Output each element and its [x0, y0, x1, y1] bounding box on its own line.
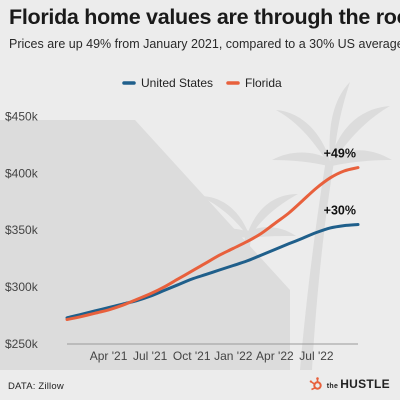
x-tick-label: Jan '22 [214, 349, 253, 363]
y-tick-label: $400k [5, 166, 39, 180]
background-decoration [0, 82, 392, 370]
series-line-florida [65, 166, 360, 321]
chart-title: Florida home values are through the roof [9, 5, 400, 29]
hubspot-sprocket-icon [309, 377, 322, 391]
brand-name: the HUSTLE [327, 377, 390, 391]
legend-item-united-states: United States [122, 76, 213, 90]
legend-item-florida: Florida [226, 76, 282, 90]
x-tick-label: Oct '21 [173, 349, 211, 363]
y-tick-label: $350k [5, 223, 39, 237]
y-tick-label: $300k [5, 280, 39, 294]
legend-label: Florida [245, 76, 282, 90]
x-tick-label: Apr '22 [256, 349, 294, 363]
y-tick-label: $450k [5, 109, 39, 123]
series-lines [65, 166, 360, 321]
brand-wordmark: HUSTLE [340, 377, 390, 391]
brand-prefix: the [326, 383, 339, 390]
palm-tree-icon [200, 82, 392, 370]
chart-subtitle: Prices are up 49% from January 2021, com… [9, 37, 400, 51]
data-source: DATA: Zillow [8, 381, 64, 392]
end-label-florida: +49% [324, 147, 356, 161]
legend-label: United States [141, 76, 213, 90]
x-tick-label: Jul '22 [299, 349, 334, 363]
x-tick-label: Jul '21 [133, 349, 168, 363]
legend: United States Florida [122, 76, 282, 90]
series-line-united-states [65, 223, 360, 320]
end-label-united-states: +30% [324, 204, 356, 218]
x-tick-label: Apr '21 [90, 349, 128, 363]
house-roof-shape [0, 120, 290, 370]
y-axis: $250k $300k $350k $400k $450k [5, 109, 39, 351]
brand-logo: the HUSTLE [309, 377, 390, 391]
data-labels: +30% +49% [324, 147, 356, 218]
x-axis: Apr '21 Jul '21 Oct '21 Jan '22 Apr '22 Jul '… [67, 343, 358, 363]
y-tick-label: $250k [5, 337, 39, 351]
